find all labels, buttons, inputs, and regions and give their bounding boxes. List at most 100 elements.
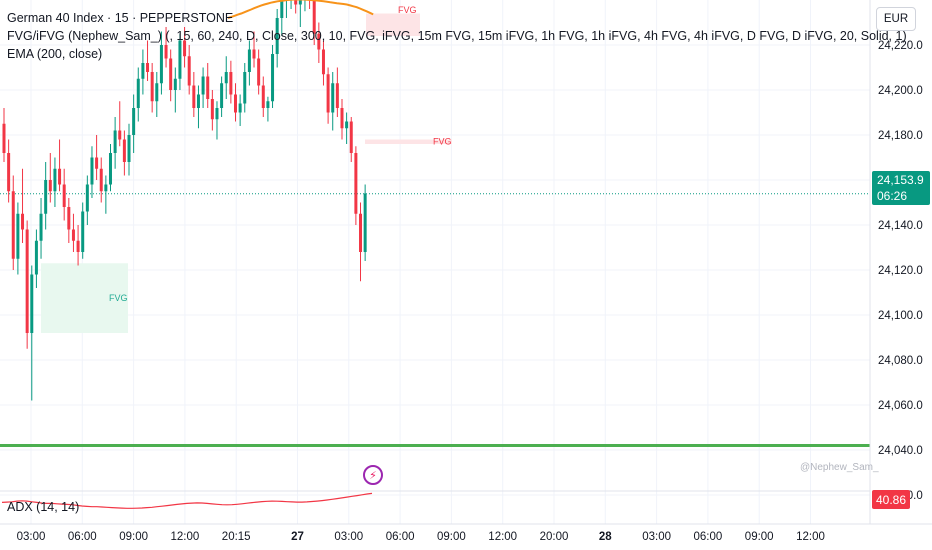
- candle: [243, 63, 247, 113]
- y-tick-label: 24,220.0: [878, 40, 923, 52]
- fvg-label: FVG: [109, 293, 128, 303]
- candle: [30, 265, 34, 401]
- adx-indicator-label[interactable]: ADX (14, 14): [7, 500, 80, 514]
- candle: [34, 229, 38, 288]
- fvg-label: FVG: [398, 5, 417, 15]
- candle: [11, 175, 15, 270]
- candle: [169, 49, 173, 102]
- x-tick-label: 03:00: [17, 531, 46, 543]
- candle: [136, 67, 140, 122]
- candle: [206, 63, 210, 108]
- x-tick-label: 12:00: [488, 531, 517, 543]
- candle: [275, 9, 279, 68]
- x-tick-label: 06:00: [386, 531, 415, 543]
- candle: [122, 130, 126, 176]
- candle: [164, 27, 168, 68]
- candle: [150, 63, 154, 113]
- candle: [309, 0, 311, 9]
- candle: [312, 0, 316, 45]
- candle: [304, 0, 306, 12]
- candle: [224, 56, 228, 99]
- candle: [85, 175, 89, 225]
- candle: [359, 202, 363, 282]
- y-tick-label: 24,200.0: [878, 85, 923, 97]
- x-tick-label: 12:00: [171, 531, 200, 543]
- candle: [187, 45, 191, 95]
- x-tick-label: 06:00: [68, 531, 97, 543]
- candle: [220, 76, 224, 117]
- y-tick-label: 24,140.0: [878, 220, 923, 232]
- price-axis[interactable]: 24,220.024,200.024,180.024,160.024,140.0…: [878, 40, 923, 502]
- candle: [108, 144, 112, 192]
- time-axis[interactable]: 03:00 06:00 09:00 12:00 20:15 27 03:00 06:00 09:…: [17, 531, 825, 543]
- candle: [298, 0, 302, 27]
- candle: [285, 0, 287, 18]
- candle: [183, 27, 187, 68]
- candle: [95, 135, 99, 180]
- candle: [234, 83, 237, 122]
- candle: [25, 220, 29, 349]
- x-tick-label: 20:00: [540, 531, 569, 543]
- indicator-fvg-label[interactable]: FVG/iFVG (Nephew_Sam_) (, 15, 60, 240, D…: [7, 29, 907, 43]
- candle: [271, 45, 275, 108]
- y-tick-label: 24,100.0: [878, 310, 923, 322]
- candle: [48, 153, 52, 203]
- x-tick-label: 03:00: [642, 531, 671, 543]
- chart-legend: German 40 Index · 15 · PEPPERSTONE FVG/i…: [7, 9, 907, 63]
- candle: [76, 225, 80, 266]
- bolt-icon[interactable]: ⚡: [363, 465, 383, 485]
- candle: [261, 76, 265, 117]
- candle: [58, 139, 62, 192]
- x-tick-label: 28: [599, 531, 612, 543]
- candle: [192, 72, 196, 117]
- last-price-tag: 24,153.9 06:26: [872, 171, 930, 205]
- candle: [201, 67, 205, 108]
- x-tick-label: 03:00: [334, 531, 363, 543]
- fvg-zone: [365, 139, 452, 144]
- candle: [340, 99, 344, 140]
- candle: [178, 33, 182, 90]
- ema-line[interactable]: [227, 0, 374, 19]
- candle: [280, 0, 284, 36]
- candle: [335, 67, 339, 117]
- x-tick-label: 06:00: [694, 531, 723, 543]
- candle: [173, 67, 177, 113]
- candle: [62, 168, 66, 221]
- adx-line[interactable]: [1, 492, 373, 509]
- fvg-label: FVG: [433, 137, 452, 147]
- author-watermark: @Nephew_Sam_: [800, 462, 879, 473]
- candle: [39, 198, 43, 259]
- candle: [266, 96, 270, 122]
- bar-countdown: 06:26: [877, 189, 908, 203]
- symbol-title[interactable]: German 40 Index · 15 · PEPPERSTONE: [7, 11, 234, 25]
- candle: [257, 49, 261, 95]
- x-tick-label: 09:00: [119, 531, 148, 543]
- candle: [7, 139, 11, 203]
- candle: [159, 31, 163, 95]
- x-tick-label: 12:00: [796, 531, 825, 543]
- candle: [155, 72, 159, 117]
- candle: [53, 157, 57, 207]
- candle: [196, 85, 200, 129]
- candle: [349, 117, 353, 162]
- y-tick-label: 24,040.0: [878, 445, 923, 457]
- candle: [146, 40, 150, 81]
- indicator-ema-label[interactable]: EMA (200, close): [7, 47, 103, 61]
- x-tick-label: 09:00: [437, 531, 466, 543]
- y-tick-label: 24,060.0: [878, 400, 923, 412]
- candle: [141, 49, 145, 95]
- candle: [71, 213, 75, 252]
- candle: [16, 202, 20, 275]
- candle: [99, 157, 103, 203]
- candle: [345, 112, 349, 144]
- currency-button[interactable]: EUR: [876, 7, 916, 31]
- x-tick-label: 09:00: [745, 531, 774, 543]
- fvg-zone: [366, 13, 420, 36]
- candle: [118, 101, 122, 147]
- last-price-value: 24,153.9: [877, 173, 924, 187]
- candle: [2, 108, 6, 162]
- candle: [247, 40, 251, 86]
- y-tick-label: 24,080.0: [878, 355, 923, 367]
- candle: [363, 184, 367, 261]
